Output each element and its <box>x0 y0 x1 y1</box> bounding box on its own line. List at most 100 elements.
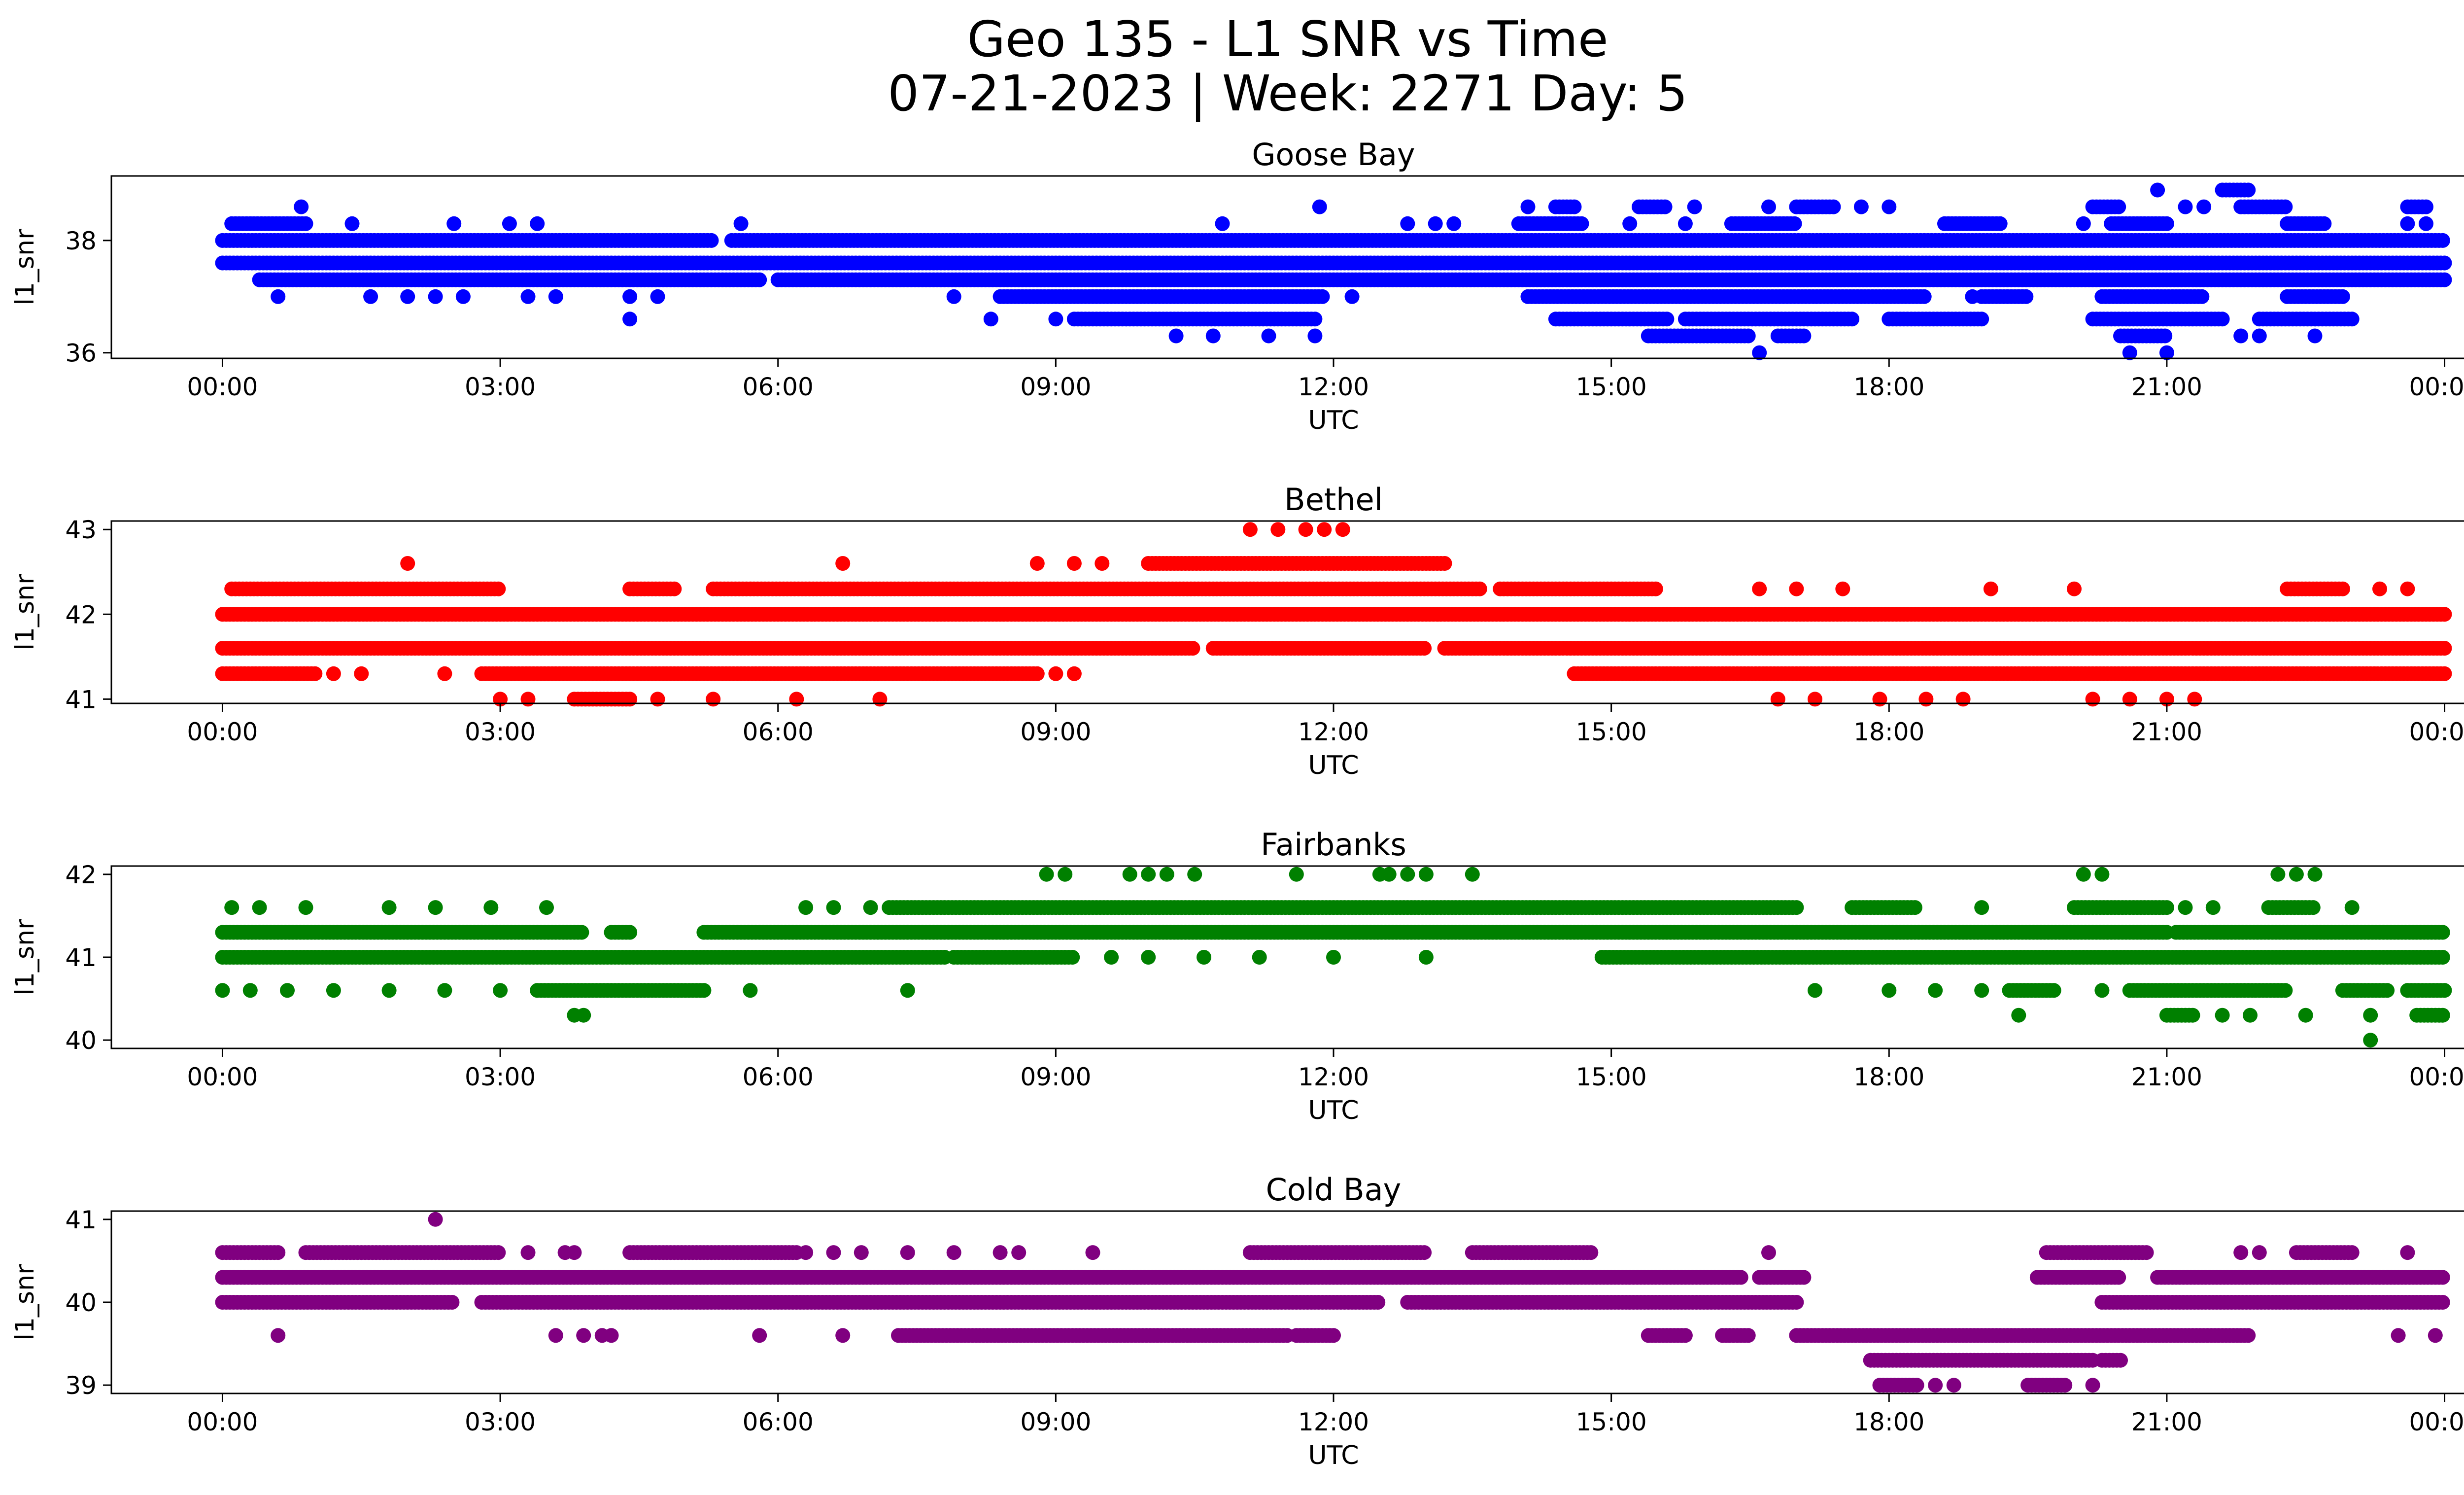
x-tick-label: 12:00 <box>1298 718 1369 746</box>
data-point <box>2215 312 2230 327</box>
data-point <box>1677 216 1693 231</box>
data-point <box>1835 581 1850 596</box>
x-tick-label: 15:00 <box>1576 718 1647 746</box>
data-points <box>215 182 2452 360</box>
data-point <box>294 199 309 214</box>
x-tick-label: 15:00 <box>1576 373 1647 401</box>
data-point <box>667 581 682 596</box>
data-point <box>872 692 888 707</box>
data-point <box>2419 216 2433 231</box>
data-point <box>1983 581 1998 596</box>
x-tick-label: 03:00 <box>465 718 536 746</box>
data-point <box>1400 216 1415 231</box>
data-point <box>437 666 452 681</box>
x-tick-label: 21:00 <box>2131 373 2202 401</box>
data-point <box>1808 692 1822 707</box>
data-point <box>1955 692 1971 707</box>
data-point <box>354 666 369 681</box>
subplot-title: Fairbanks <box>1261 827 1406 863</box>
data-point <box>1648 581 1663 596</box>
data-point <box>1095 556 1110 571</box>
x-axis-label: UTC <box>1308 751 1359 780</box>
data-point <box>1741 328 1756 344</box>
x-tick-label: 21:00 <box>2131 718 2202 746</box>
data-point <box>1770 692 1785 707</box>
data-point <box>2437 666 2452 681</box>
data-point <box>2278 199 2293 214</box>
data-point <box>2437 607 2452 622</box>
data-point <box>2067 581 2082 596</box>
data-point <box>1796 328 1812 344</box>
data-point <box>1567 199 1582 214</box>
x-tick-label: 12:00 <box>1298 373 1369 401</box>
data-point <box>1029 556 1045 571</box>
data-points <box>215 867 2452 1048</box>
x-tick-label: 06:00 <box>743 373 814 401</box>
data-point <box>1242 522 1258 537</box>
data-point <box>308 666 323 681</box>
data-point <box>1270 522 1286 537</box>
data-point <box>704 233 719 248</box>
data-point <box>650 289 665 304</box>
data-point <box>622 925 638 940</box>
data-point <box>2150 182 2165 198</box>
data-point <box>1657 199 1673 214</box>
data-point <box>1761 199 1776 214</box>
data-point <box>1307 328 1323 344</box>
data-point <box>835 556 851 571</box>
data-point <box>298 216 313 231</box>
data-point <box>1048 312 1063 327</box>
data-point <box>2307 328 2323 344</box>
data-point <box>2122 345 2137 360</box>
data-point <box>574 925 589 940</box>
data-point <box>2085 692 2100 707</box>
data-point <box>946 289 961 304</box>
data-point <box>622 692 638 707</box>
data-point <box>1428 216 1443 231</box>
figure-subtitle: 07-21-2023 | Week: 2271 Day: 5 <box>888 65 1688 122</box>
data-point <box>2435 233 2450 248</box>
data-point <box>2233 328 2249 344</box>
data-point <box>1992 216 2008 231</box>
data-point <box>752 272 767 287</box>
data-point <box>622 312 638 327</box>
data-point <box>1048 666 1063 681</box>
data-point <box>2400 216 2415 231</box>
x-tick-label: 00:00 <box>187 718 258 746</box>
data-point <box>2196 199 2212 214</box>
data-point <box>706 692 721 707</box>
y-tick-label: 42 <box>65 600 97 629</box>
data-point <box>400 289 415 304</box>
x-tick-label: 18:00 <box>1853 718 1924 746</box>
data-point <box>2241 182 2256 198</box>
data-point <box>1437 556 1452 571</box>
data-point <box>1845 312 1860 327</box>
data-point <box>2194 289 2210 304</box>
data-point <box>1789 581 1804 596</box>
x-tick-label: 09:00 <box>1020 718 1091 746</box>
subplot-title: Bethel <box>1284 482 1383 518</box>
data-point <box>983 312 998 327</box>
data-point <box>2419 199 2433 214</box>
data-point <box>2437 272 2452 287</box>
x-tick-label: 00:00 <box>2409 718 2464 746</box>
data-point <box>502 216 517 231</box>
data-point <box>1298 522 1313 537</box>
y-tick-label: 36 <box>65 339 97 368</box>
y-tick-label: 41 <box>65 685 97 714</box>
data-point <box>1974 312 1989 327</box>
data-point <box>1882 199 1897 214</box>
data-point <box>2111 199 2126 214</box>
data-point <box>2178 199 2193 214</box>
data-point <box>2157 328 2173 344</box>
figure-title: Geo 135 - L1 SNR vs Time <box>967 10 1608 68</box>
data-point <box>733 216 749 231</box>
data-point <box>1066 556 1082 571</box>
data-point <box>1965 289 1980 304</box>
data-point <box>1622 216 1638 231</box>
data-point <box>400 556 415 571</box>
data-point <box>789 692 804 707</box>
